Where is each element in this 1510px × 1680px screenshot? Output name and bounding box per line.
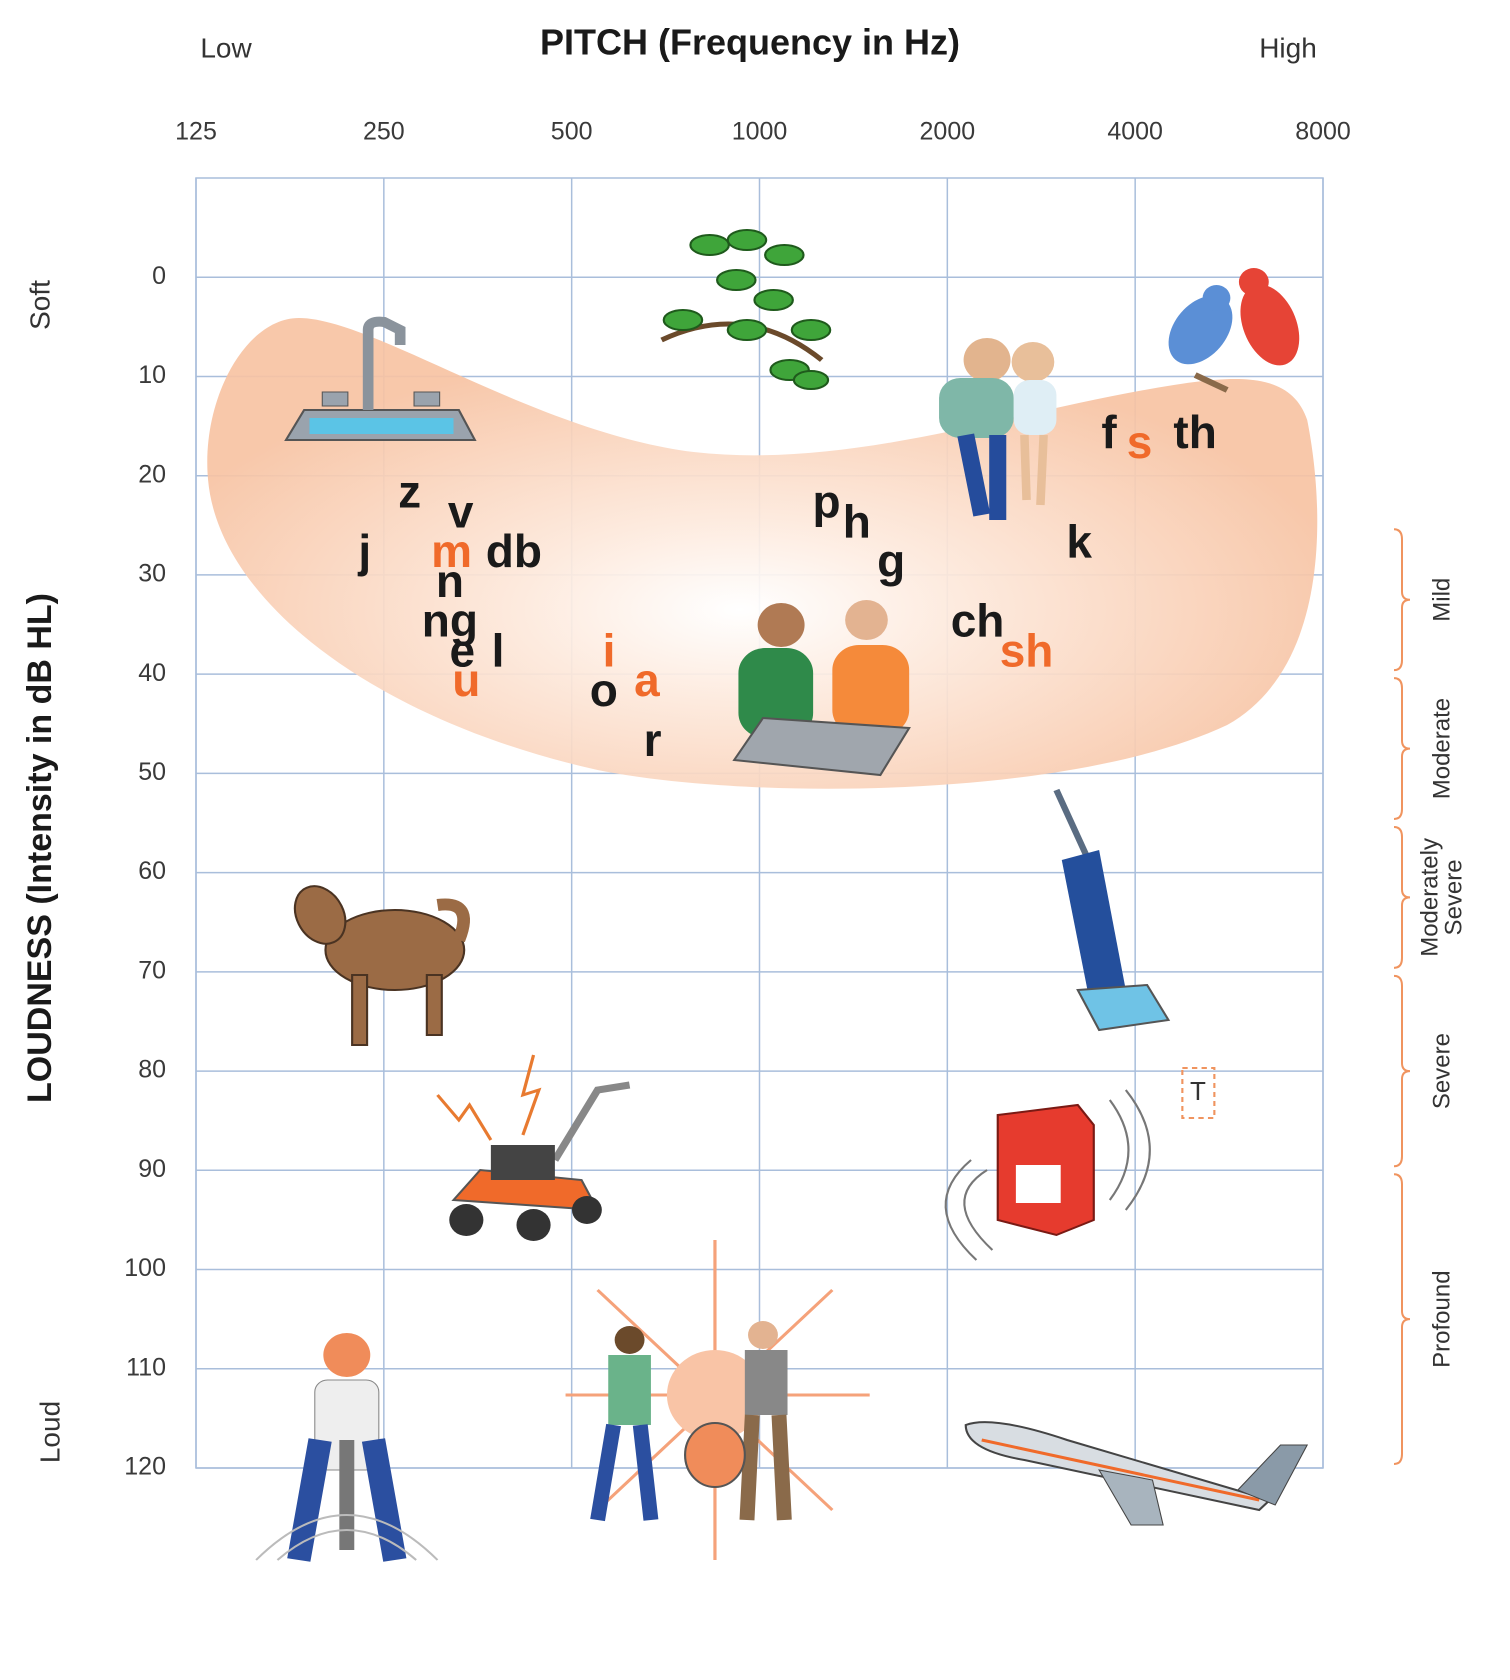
phoneme: p (813, 476, 841, 528)
y-tick-label: 70 (138, 956, 166, 984)
phoneme: a (634, 654, 660, 706)
y-tick-label: 120 (124, 1453, 166, 1481)
phoneme: z (398, 466, 421, 518)
y-soft-label: Soft (24, 280, 55, 330)
degree-label: Mild (1428, 578, 1455, 622)
page: {"chart_data": { "type": "scatter", "tit… (0, 0, 1510, 1680)
degree-label: Moderate (1428, 698, 1455, 799)
phoneme: sh (1000, 624, 1054, 676)
y-tick-label: 30 (138, 560, 166, 588)
phoneme: ch (951, 595, 1005, 647)
phoneme: k (1066, 515, 1092, 567)
y-tick-label: 20 (138, 460, 166, 488)
x-high-label: High (1259, 32, 1317, 63)
phoneme: db (486, 525, 542, 577)
x-tick-label: 4000 (1107, 118, 1163, 146)
x-tick-label: 1000 (732, 118, 788, 146)
leaves-icon (662, 230, 831, 389)
phoneme: u (452, 654, 480, 706)
y-loud-label: Loud (34, 1401, 65, 1463)
jackhammer-icon (256, 1333, 437, 1560)
annotation: T (1190, 1076, 1206, 1106)
degree-bracket (1394, 678, 1410, 819)
x-tick-label: 125 (175, 118, 217, 146)
phoneme: h (843, 495, 871, 547)
y-tick-label: 60 (138, 857, 166, 885)
y-tick-label: 100 (124, 1254, 166, 1282)
x-tick-label: 8000 (1295, 118, 1351, 146)
phoneme: r (644, 714, 662, 766)
y-axis-title: LOUDNESS (Intensity in dB HL) (21, 593, 59, 1103)
degree-bracket (1394, 529, 1410, 670)
phoneme: j (357, 525, 371, 577)
chart-title: PITCH (Frequency in Hz) (540, 22, 960, 63)
phoneme: l (492, 624, 505, 676)
x-tick-label: 250 (363, 118, 405, 146)
degree-bracket (1394, 1174, 1410, 1464)
degree-bracket (1394, 827, 1410, 968)
y-tick-label: 90 (138, 1155, 166, 1183)
degree-label: Severe (1428, 1033, 1455, 1109)
y-tick-label: 0 (152, 262, 166, 290)
x-low-label: Low (200, 32, 252, 63)
birds-icon (1155, 268, 1310, 390)
phoneme: th (1173, 406, 1216, 458)
phoneme: s (1127, 416, 1153, 468)
phoneme: g (877, 535, 905, 587)
vacuum-icon (1056, 790, 1168, 1030)
degree-label: Moderately (1416, 838, 1443, 957)
y-tick-label: 10 (138, 361, 166, 389)
band-icon (566, 1240, 870, 1560)
chart: PITCH (Frequency in Hz) Low High LOUDNES… (0, 0, 1510, 1680)
x-tick-label: 500 (551, 118, 593, 146)
y-tick-label: 110 (126, 1353, 166, 1381)
degree-label: Severe (1440, 859, 1467, 935)
y-tick-label: 40 (138, 659, 166, 687)
airplane-icon (966, 1422, 1307, 1525)
phoneme: o (590, 664, 618, 716)
mower-icon (438, 1055, 630, 1241)
y-tick-label: 80 (138, 1056, 166, 1084)
degree-label: Profound (1428, 1270, 1455, 1367)
degree-bracket (1394, 976, 1410, 1166)
dog-icon (285, 879, 464, 1045)
y-tick-label: 50 (138, 758, 166, 786)
fire-alarm-icon (946, 1090, 1150, 1260)
x-tick-label: 2000 (920, 118, 976, 146)
phoneme: f (1101, 406, 1117, 458)
